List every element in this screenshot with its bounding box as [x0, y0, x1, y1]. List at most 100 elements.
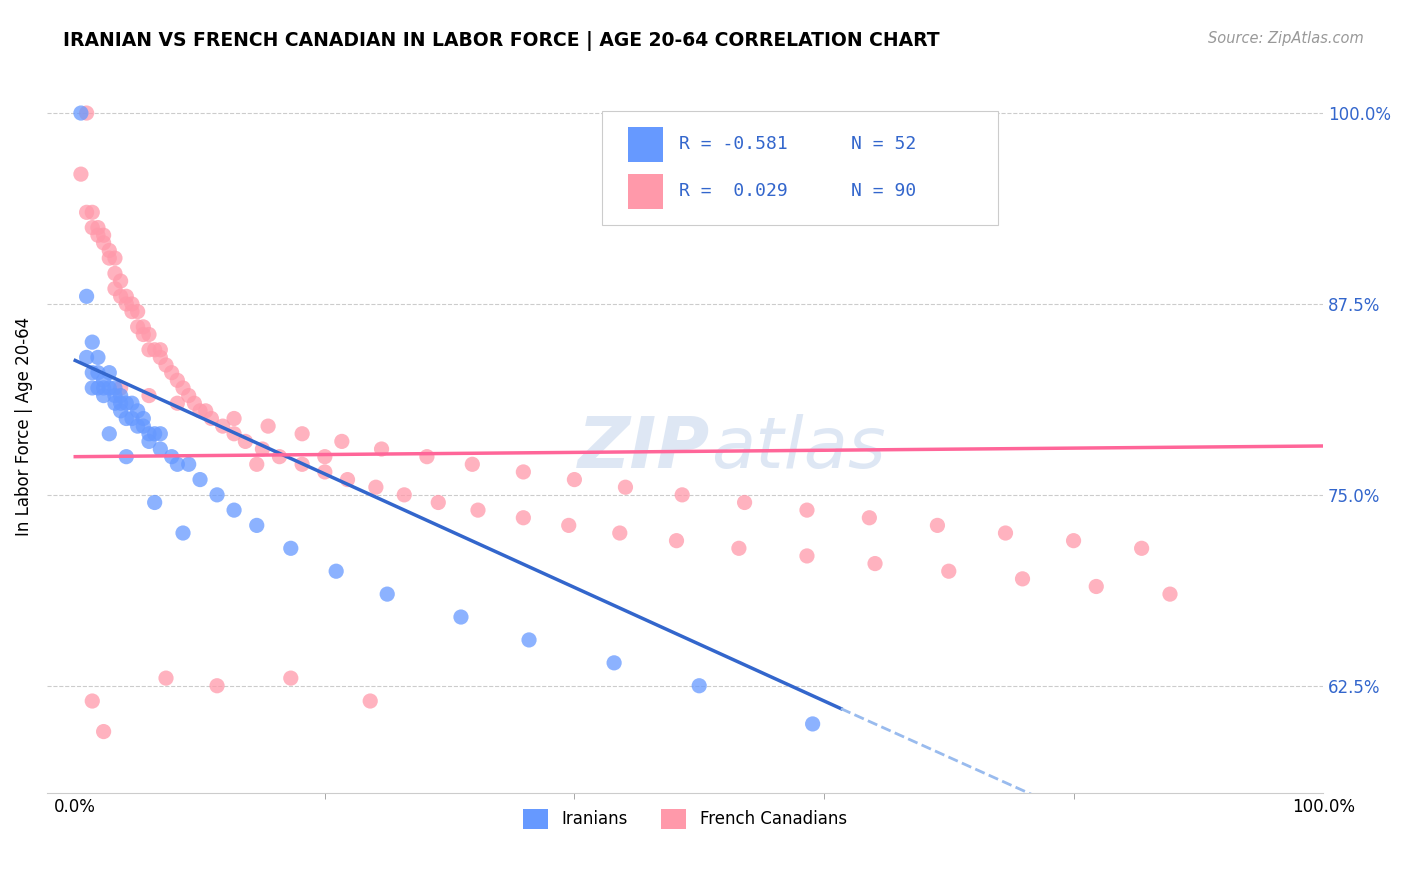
Point [325, 564, 347, 578]
Point [93, 228, 115, 243]
Point [87, 351, 110, 365]
Point [1159, 587, 1181, 601]
Point [188, 473, 211, 487]
Point [149, 442, 172, 456]
Point [796, 549, 818, 563]
Point [143, 343, 166, 357]
Point [222, 426, 245, 441]
Point [1063, 533, 1085, 548]
Point [205, 488, 228, 502]
Point [467, 503, 489, 517]
Point [93, 373, 115, 387]
Point [688, 679, 710, 693]
Point [200, 411, 222, 425]
Point [76, 289, 98, 303]
Point [427, 495, 450, 509]
Point [110, 381, 132, 395]
Point [517, 632, 540, 647]
Point [82, 381, 104, 395]
Point [76, 351, 98, 365]
Point [121, 411, 143, 425]
Point [87, 220, 110, 235]
Point [235, 434, 257, 449]
Point [166, 458, 188, 472]
Text: IRANIAN VS FRENCH CANADIAN IN LABOR FORCE | AGE 20-64 CORRELATION CHART: IRANIAN VS FRENCH CANADIAN IN LABOR FORC… [63, 31, 939, 51]
Point [160, 366, 183, 380]
Point [121, 297, 143, 311]
Point [1011, 572, 1033, 586]
Point [115, 396, 138, 410]
Point [160, 450, 183, 464]
Point [280, 671, 302, 685]
Point [558, 518, 581, 533]
Point [98, 381, 121, 395]
Point [149, 343, 172, 357]
Point [370, 442, 392, 456]
Text: R = -0.581: R = -0.581 [679, 136, 787, 153]
Point [416, 450, 439, 464]
Point [87, 228, 110, 243]
Point [138, 426, 160, 441]
Point [671, 488, 693, 502]
Point [70, 106, 93, 120]
Point [132, 319, 155, 334]
Point [863, 557, 886, 571]
Point [98, 251, 121, 265]
Point [82, 694, 104, 708]
Point [246, 458, 269, 472]
Point [149, 426, 172, 441]
Point [82, 335, 104, 350]
Point [336, 473, 359, 487]
Text: Source: ZipAtlas.com: Source: ZipAtlas.com [1208, 31, 1364, 46]
FancyBboxPatch shape [602, 111, 998, 225]
Point [76, 106, 98, 120]
Point [138, 343, 160, 357]
Point [314, 450, 336, 464]
Point [87, 366, 110, 380]
Point [98, 244, 121, 258]
Point [121, 396, 143, 410]
Point [252, 442, 274, 456]
Text: ZIP: ZIP [578, 414, 710, 483]
Point [375, 587, 398, 601]
Point [70, 167, 93, 181]
Point [127, 419, 149, 434]
Point [564, 473, 586, 487]
Point [93, 381, 115, 395]
Point [155, 358, 177, 372]
Point [222, 411, 245, 425]
Point [177, 458, 200, 472]
Point [394, 488, 416, 502]
Point [98, 366, 121, 380]
Point [93, 235, 115, 250]
Point [115, 289, 138, 303]
Point [222, 503, 245, 517]
Text: N = 52: N = 52 [851, 136, 917, 153]
Point [121, 304, 143, 318]
Point [132, 411, 155, 425]
Point [98, 426, 121, 441]
Point [104, 267, 127, 281]
Point [104, 282, 127, 296]
Point [938, 564, 960, 578]
Point [138, 327, 160, 342]
Point [115, 411, 138, 425]
Point [110, 388, 132, 402]
Text: R =  0.029: R = 0.029 [679, 182, 787, 200]
Point [1130, 541, 1153, 556]
Point [364, 480, 387, 494]
Point [138, 434, 160, 449]
Point [172, 381, 194, 395]
Y-axis label: In Labor Force | Age 20-64: In Labor Force | Age 20-64 [15, 317, 32, 536]
Legend: Iranians, French Canadians: Iranians, French Canadians [516, 802, 853, 836]
Point [858, 510, 880, 524]
Point [512, 465, 534, 479]
Point [104, 251, 127, 265]
Point [82, 220, 104, 235]
Point [801, 717, 824, 731]
Point [110, 289, 132, 303]
Point [172, 526, 194, 541]
Point [143, 426, 166, 441]
Point [614, 480, 637, 494]
Point [796, 503, 818, 517]
